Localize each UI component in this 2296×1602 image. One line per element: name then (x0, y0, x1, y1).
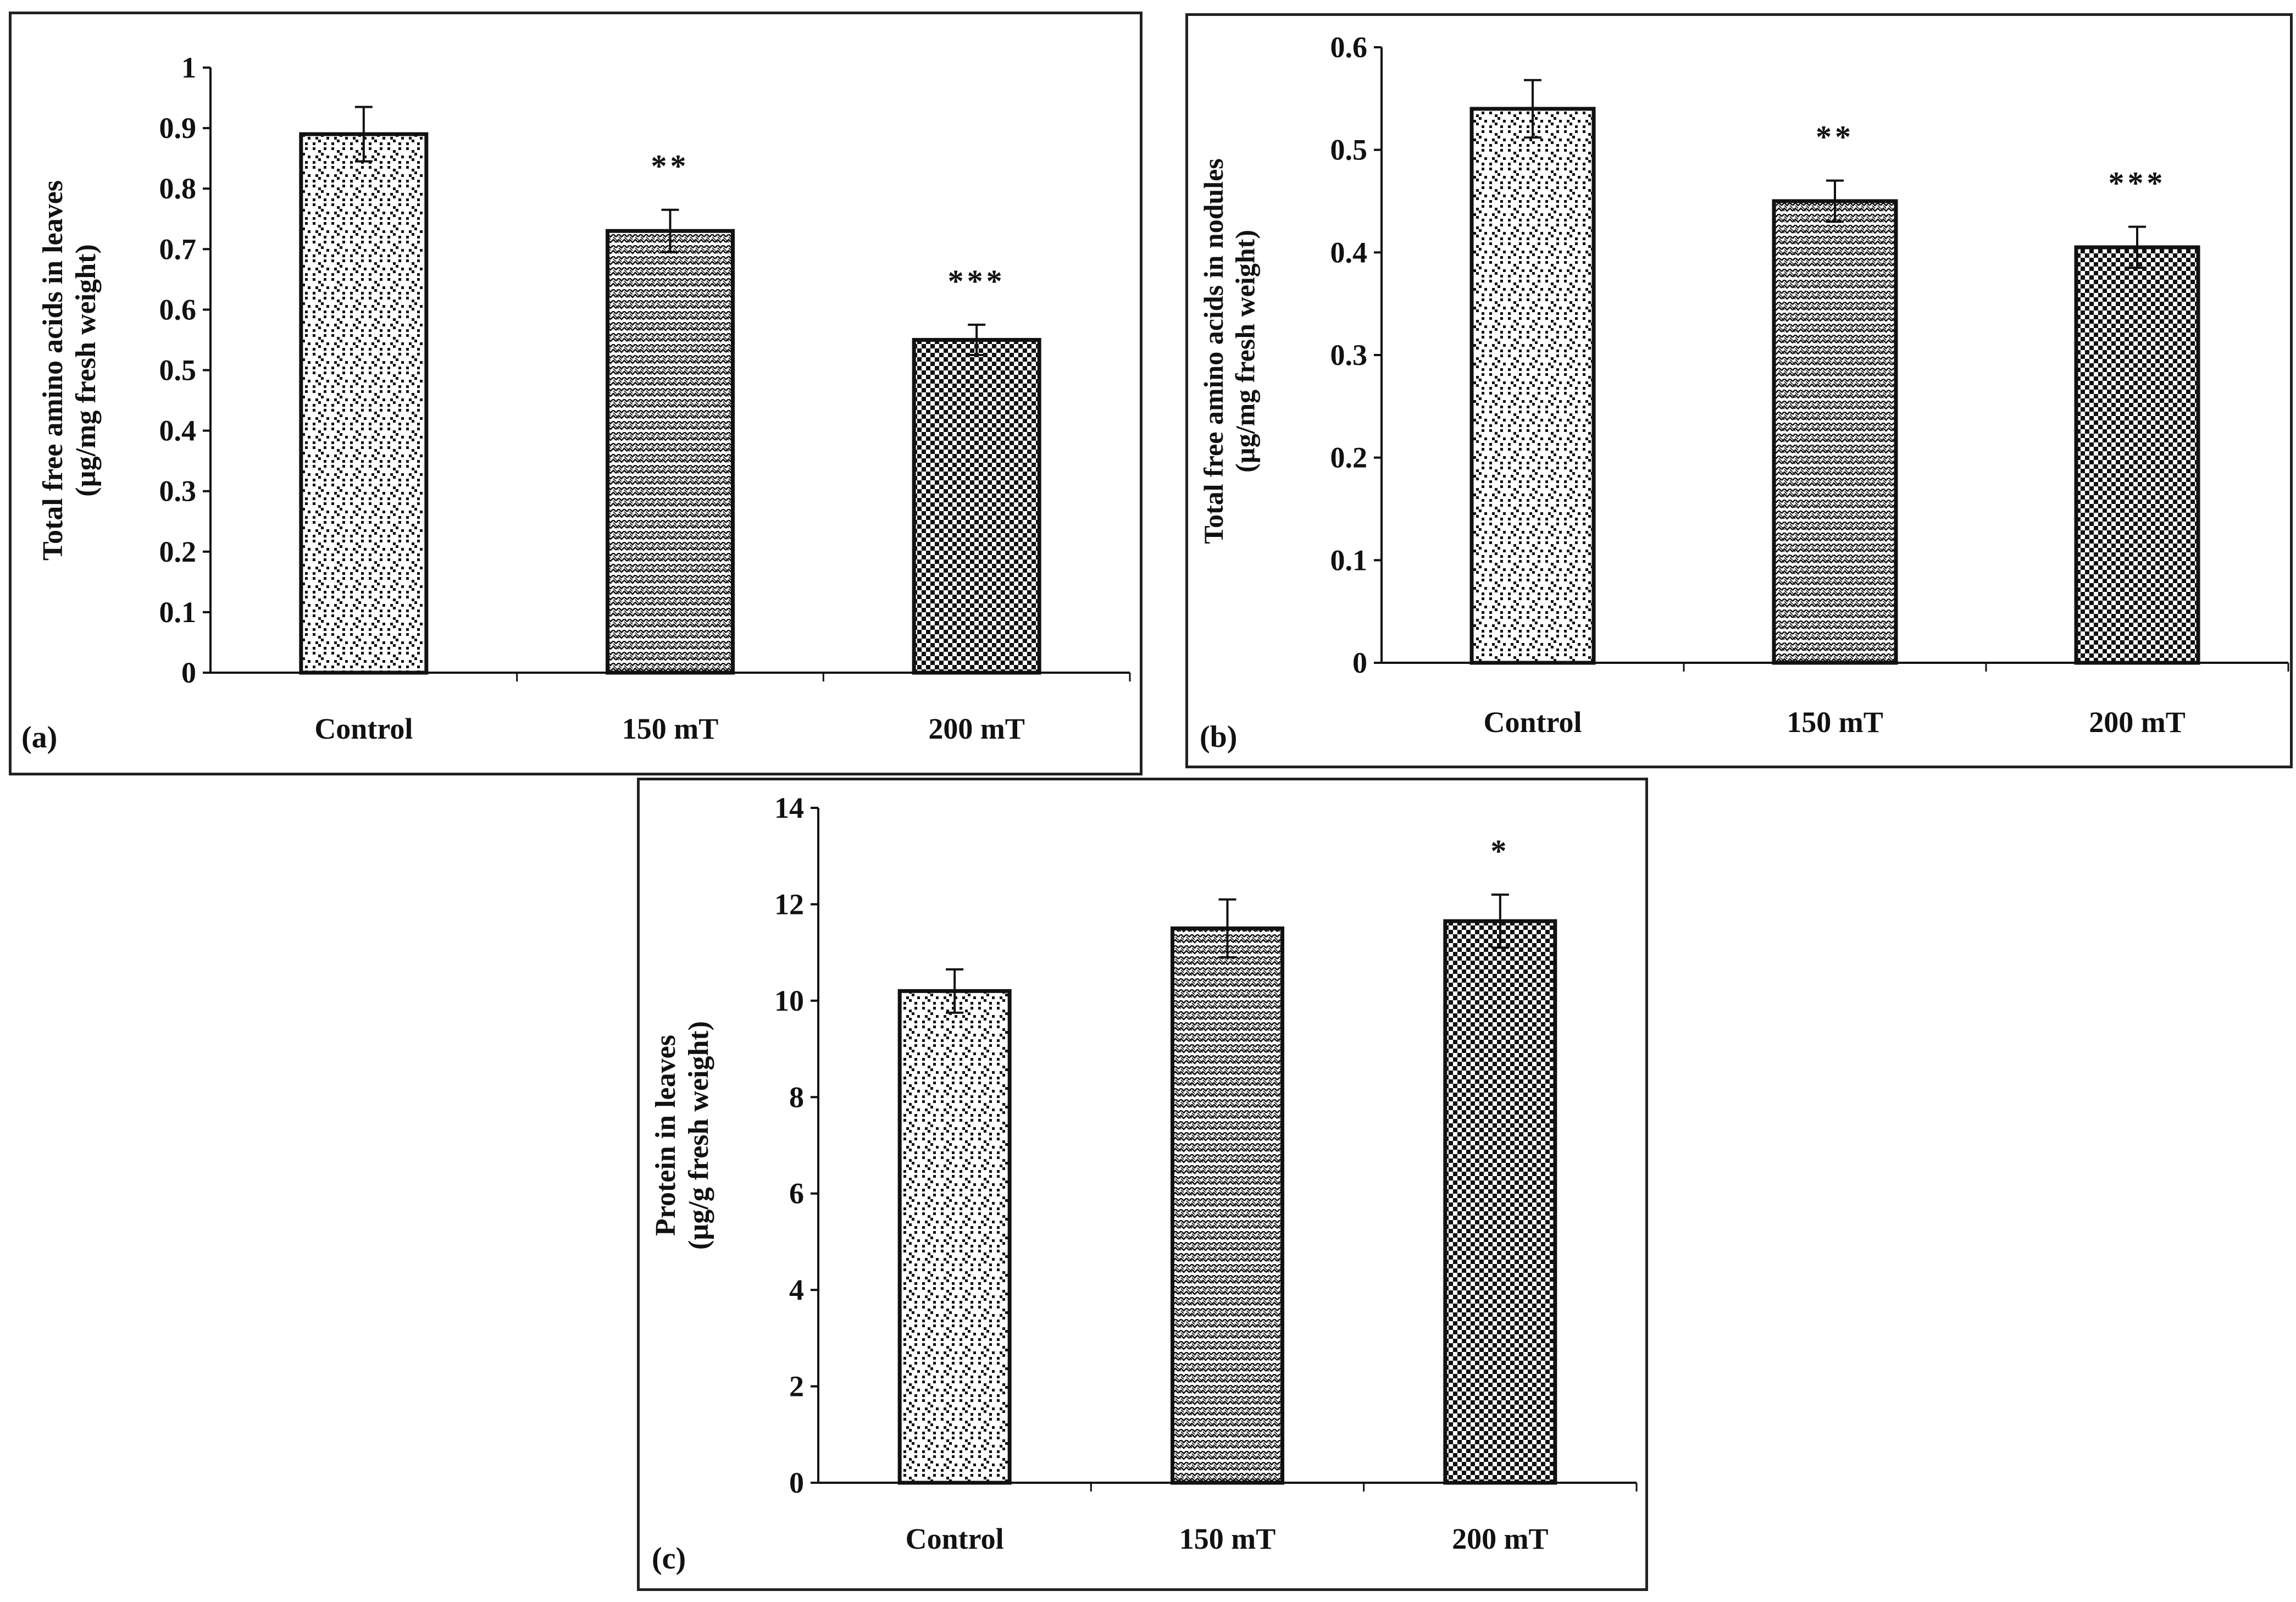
y-tick-label: 0.5 (159, 354, 197, 387)
x-tick-label: 150 mT (1179, 1522, 1276, 1555)
panel-label: (b) (1200, 720, 1237, 754)
bar-control (897, 989, 1012, 1485)
error-bar (968, 323, 986, 356)
bar-control (299, 132, 429, 675)
bar-150-mt (1171, 926, 1284, 1485)
y-tick-label: 0.2 (159, 535, 197, 568)
y-tick-label: 0.1 (1330, 544, 1368, 577)
y-tick-label: 10 (774, 984, 804, 1017)
y-tick-label: 1 (181, 51, 196, 84)
panel-label: (c) (652, 1542, 686, 1576)
y-tick-label: 0.7 (159, 232, 197, 265)
x-tick-label: 150 mT (622, 712, 719, 745)
y-tick-label: 0 (1352, 646, 1367, 679)
chart-panel-c: 0 2 4 6 8 10 12 14 Control 150 mT * 200 mT Protein i… (637, 778, 1648, 1591)
y-tick-label: 0 (789, 1466, 804, 1499)
error-bar (1218, 898, 1236, 958)
y-tick-label: 8 (789, 1080, 804, 1113)
x-tick-label: 200 mT (2089, 706, 2186, 739)
y-tick-label: 6 (789, 1177, 804, 1210)
y-tick-label: 0.4 (159, 414, 197, 447)
y-tick-label: 2 (789, 1370, 804, 1403)
y-tick-label: 0.5 (1330, 134, 1368, 167)
y-tick-label: 0.1 (159, 596, 197, 629)
y-tick-label: 0.3 (159, 475, 197, 508)
y-tick-label: 0.6 (1330, 31, 1368, 64)
bar-200-mt (2074, 245, 2200, 665)
chart-panel-b: 0 0.1 0.2 0.3 0.4 0.5 0.6 Control ** 150 mT *** 200… (1185, 13, 2293, 768)
y-tick-label: 0.3 (1330, 339, 1368, 372)
significance-marker: * (1490, 833, 1510, 869)
y-tick-label: 0.4 (1330, 236, 1368, 269)
significance-marker: *** (948, 263, 1006, 299)
chart-a-svg: 0 0.1 0.2 0.3 0.4 0.5 0.6 0.7 0.8 0.9 1 Control ** 15… (21, 51, 1131, 755)
error-bar (1826, 179, 1844, 223)
significance-marker: ** (1816, 119, 1854, 155)
y-axis-label: Total free amino acids in leaves(µg/mg f… (37, 180, 102, 561)
bar-200-mt (912, 337, 1041, 675)
y-tick-label: 0 (181, 656, 196, 689)
error-bar (1524, 79, 1541, 139)
chart-c-svg: 0 2 4 6 8 10 12 14 Control 150 mT * 200 mT Protein i… (650, 791, 1638, 1576)
chart-b-svg: 0 0.1 0.2 0.3 0.4 0.5 0.6 Control ** 150 mT *** 200… (1198, 31, 2289, 754)
panel-label: (a) (21, 720, 57, 755)
x-tick-label: Control (906, 1522, 1004, 1555)
y-tick-label: 0.8 (159, 172, 197, 205)
y-tick-label: 4 (789, 1273, 804, 1306)
error-bar (946, 968, 964, 1014)
error-bar (661, 208, 679, 253)
x-tick-label: 150 mT (1787, 706, 1883, 739)
y-tick-label: 0.2 (1330, 441, 1368, 474)
error-bar (1491, 893, 1509, 949)
bar-control (1469, 107, 1596, 665)
x-tick-label: Control (1483, 706, 1582, 739)
bar-150-mt (1772, 199, 1898, 665)
chart-panel-a: 0 0.1 0.2 0.3 0.4 0.5 0.6 0.7 0.8 0.9 1 Control ** 15… (9, 12, 1143, 775)
y-tick-label: 12 (774, 888, 804, 921)
significance-marker: *** (2109, 165, 2166, 201)
bar-200-mt (1443, 919, 1557, 1485)
y-tick-label: 0.6 (159, 293, 197, 326)
y-tick-label: 0.9 (159, 112, 197, 145)
error-bar (2128, 225, 2146, 269)
y-tick-label: 14 (774, 791, 804, 824)
error-bar (354, 106, 373, 163)
x-tick-label: 200 mT (1452, 1522, 1549, 1555)
y-axis-label: Total free amino acids in nodules(µg/mg … (1198, 158, 1261, 544)
x-tick-label: 200 mT (928, 712, 1025, 745)
x-tick-label: Control (314, 712, 413, 745)
significance-marker: ** (651, 148, 690, 184)
bar-150-mt (606, 229, 735, 675)
y-axis-label: Protein in leaves(µg/g fresh weight) (650, 1021, 714, 1250)
